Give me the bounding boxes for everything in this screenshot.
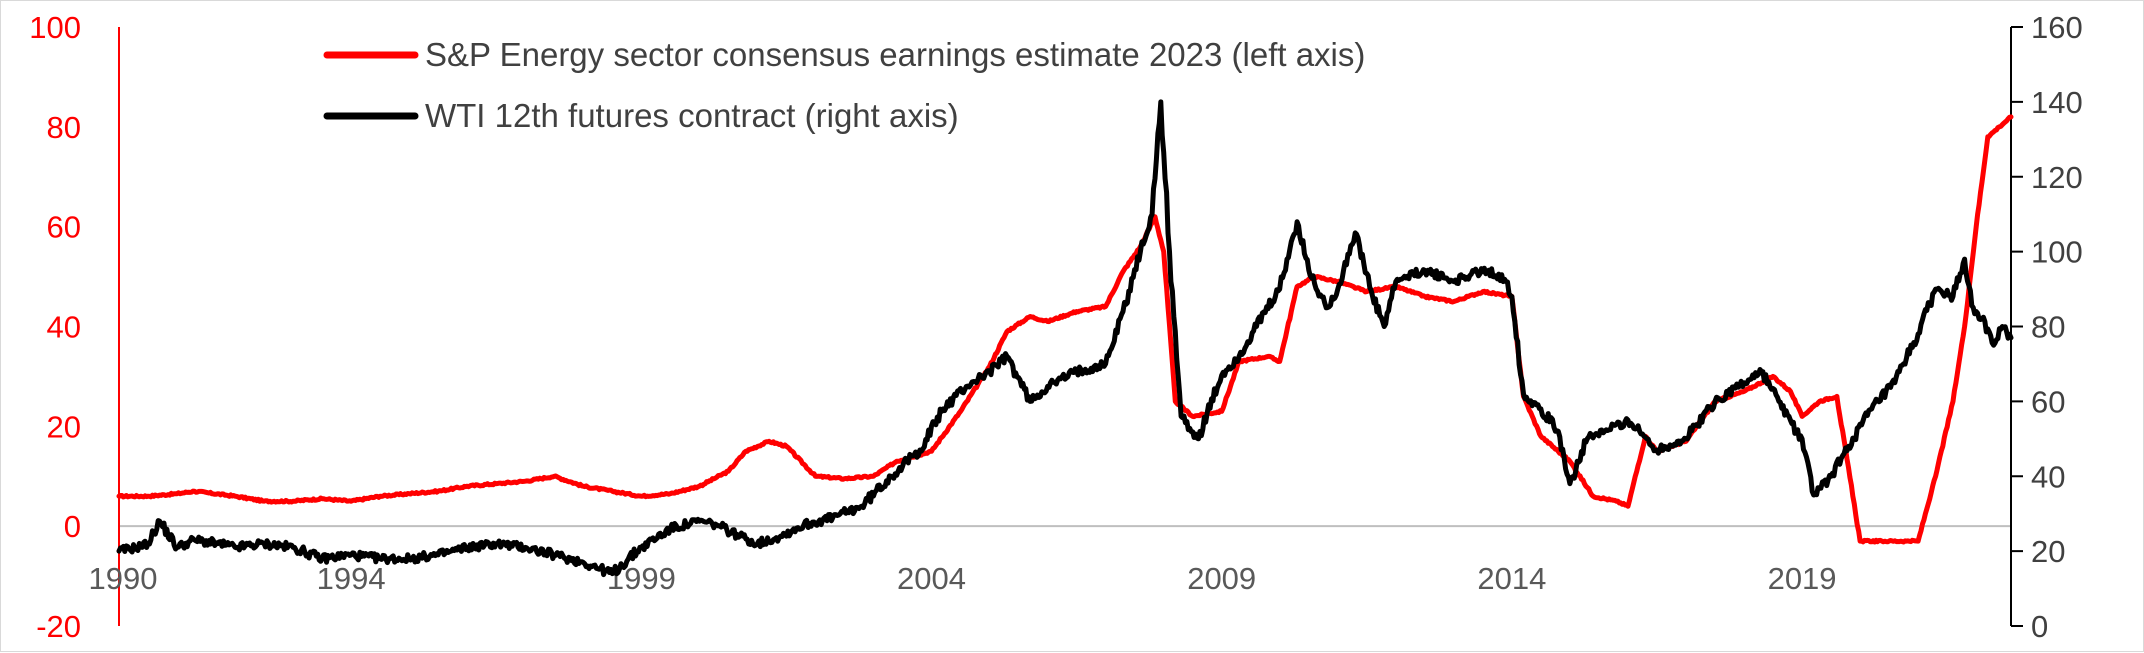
left-y-tick-label: 0 — [64, 509, 81, 544]
legend-label-wti: WTI 12th futures contract (right axis) — [425, 97, 959, 134]
left-y-tick-label: 60 — [47, 210, 81, 245]
right-y-tick-label: 60 — [2031, 384, 2065, 419]
x-tick-label: 2004 — [897, 561, 966, 596]
left-y-tick-label: 80 — [47, 110, 81, 145]
legend-label-earnings: S&P Energy sector consensus earnings est… — [425, 36, 1365, 73]
right-y-tick-label: 0 — [2031, 609, 2048, 644]
left-y-tick-labels: -20 0 20 40 60 80 100 — [29, 10, 81, 644]
right-y-tick-label: 40 — [2031, 459, 2065, 494]
x-tick-label: 2019 — [1768, 561, 1837, 596]
right-y-tick-labels: 0 20 40 60 80 100 120 140 160 — [2011, 10, 2083, 644]
right-y-tick-label: 100 — [2031, 235, 2083, 270]
left-y-tick-label: -20 — [36, 609, 81, 644]
series-line-earnings — [116, 114, 2014, 545]
right-y-tick-label: 140 — [2031, 85, 2083, 120]
series-line-wti — [116, 99, 2014, 578]
x-tick-label: 2009 — [1187, 561, 1256, 596]
x-tick-label: 1990 — [89, 561, 158, 596]
left-y-tick-label: 100 — [29, 10, 81, 45]
x-tick-labels: 1990 1994 1999 2004 2009 2014 2019 — [89, 561, 1837, 596]
series-layer — [116, 99, 2014, 578]
x-tick-label: 1994 — [317, 561, 386, 596]
legend: S&P Energy sector consensus earnings est… — [323, 36, 1365, 134]
left-y-tick-label: 20 — [47, 409, 81, 444]
right-y-tick-label: 160 — [2031, 10, 2083, 45]
right-y-tick-label: 20 — [2031, 534, 2065, 569]
right-y-tick-label: 80 — [2031, 310, 2065, 345]
left-y-tick-label: 40 — [47, 310, 81, 345]
right-y-tick-label: 120 — [2031, 160, 2083, 195]
x-tick-label: 2014 — [1477, 561, 1546, 596]
